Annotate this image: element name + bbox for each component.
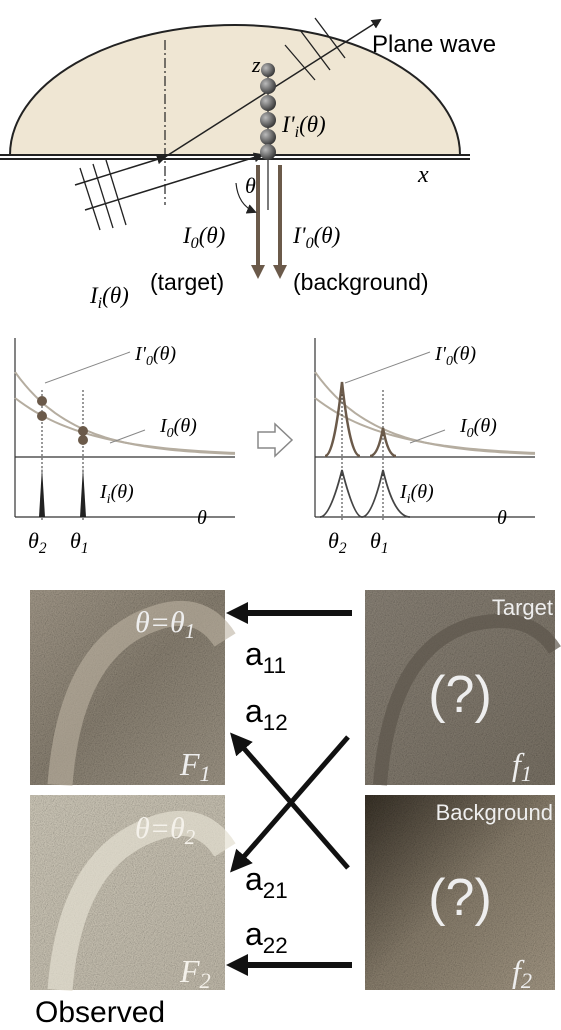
unknown-mark: (?) bbox=[428, 869, 492, 927]
incident-beam bbox=[75, 157, 165, 185]
incident-label: Ii(θ) bbox=[89, 283, 129, 312]
tick-label: θ2 bbox=[328, 528, 347, 557]
curve-label: Ii(θ) bbox=[99, 481, 134, 507]
plane-wave-label: Plane wave bbox=[372, 31, 496, 58]
evanescent-beam bbox=[85, 155, 262, 210]
incident-peak bbox=[39, 467, 45, 517]
leader bbox=[345, 352, 430, 383]
sample-dot bbox=[78, 426, 88, 436]
curve-label: I0(θ) bbox=[159, 415, 197, 441]
plot-left: I'0(θ) I0(θ) Ii(θ) θ θ2 θ1 bbox=[15, 338, 235, 557]
incident-peaks bbox=[320, 470, 410, 517]
plot-right: I'0(θ) I0(θ) Ii(θ) θ θ2 θ1 bbox=[315, 338, 535, 557]
axis-label: θ bbox=[497, 507, 507, 529]
leader bbox=[410, 430, 445, 443]
curve-label: I'0(θ) bbox=[134, 343, 176, 369]
figure: Plane wave z x θ I'i(θ) I0(θ) I'0(θ) Ii(… bbox=[0, 0, 561, 1030]
observed-label: Observed bbox=[35, 996, 165, 1029]
image-title: Background bbox=[436, 800, 553, 825]
unknown-mark: (?) bbox=[428, 666, 492, 724]
x-label: x bbox=[417, 162, 429, 188]
curve-label: Ii(θ) bbox=[399, 481, 434, 507]
target-note: (target) bbox=[150, 269, 224, 295]
axis-label: θ bbox=[197, 507, 207, 529]
curve-label: I'0(θ) bbox=[434, 343, 476, 369]
z-label: z bbox=[251, 52, 261, 77]
target-intensity-label: I0(θ) bbox=[182, 223, 225, 252]
tick-label: θ1 bbox=[370, 528, 389, 557]
sample-dot bbox=[37, 396, 47, 406]
transition-arrow bbox=[258, 424, 292, 456]
angle-label: θ bbox=[245, 173, 256, 198]
coefficient-label: a21 bbox=[245, 861, 288, 903]
coefficient-label: a11 bbox=[245, 636, 286, 678]
background-note: (background) bbox=[293, 269, 429, 295]
sample-dot bbox=[78, 435, 88, 445]
curve-label: I0(θ) bbox=[459, 415, 497, 441]
target-peaks bbox=[325, 382, 396, 456]
leader bbox=[45, 352, 130, 383]
image-title: Target bbox=[492, 595, 553, 620]
coefficient-label: a12 bbox=[245, 693, 288, 735]
sample-dot bbox=[37, 411, 47, 421]
scattered-label: I'i(θ) bbox=[281, 112, 326, 141]
coefficient-label: a22 bbox=[245, 916, 288, 958]
tick-label: θ1 bbox=[70, 528, 89, 557]
background-intensity-label: I'0(θ) bbox=[292, 223, 340, 252]
tick-label: θ2 bbox=[28, 528, 47, 557]
leader bbox=[110, 430, 145, 443]
incident-peak bbox=[80, 467, 86, 517]
